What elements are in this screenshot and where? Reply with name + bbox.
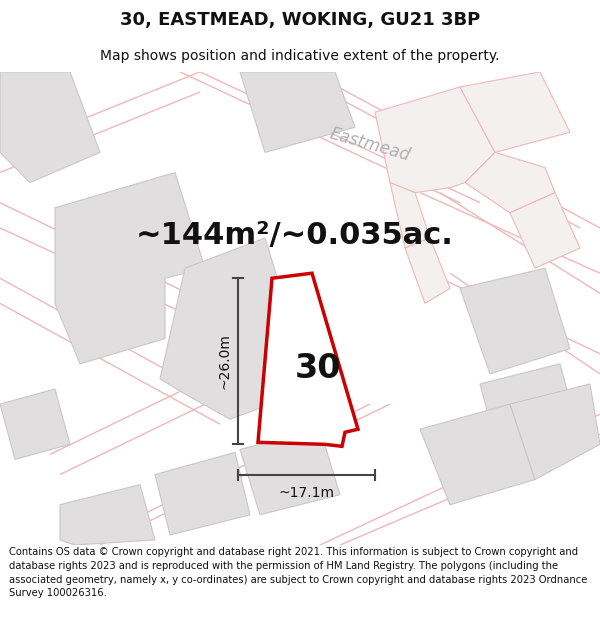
Polygon shape <box>465 152 555 213</box>
Polygon shape <box>60 484 155 545</box>
Polygon shape <box>405 238 450 303</box>
Polygon shape <box>240 72 355 152</box>
Polygon shape <box>460 268 570 374</box>
Polygon shape <box>480 364 580 459</box>
Polygon shape <box>160 238 310 419</box>
Polygon shape <box>155 452 250 535</box>
Polygon shape <box>0 72 100 182</box>
Polygon shape <box>510 384 600 479</box>
Polygon shape <box>460 72 570 152</box>
Polygon shape <box>420 404 535 505</box>
Text: 30: 30 <box>295 352 341 386</box>
Text: ~17.1m: ~17.1m <box>278 486 335 499</box>
Text: ~144m²/~0.035ac.: ~144m²/~0.035ac. <box>136 221 454 251</box>
Polygon shape <box>258 273 358 446</box>
Polygon shape <box>55 173 205 364</box>
Polygon shape <box>240 429 340 515</box>
Polygon shape <box>510 192 580 268</box>
Polygon shape <box>390 182 430 248</box>
Polygon shape <box>375 87 495 192</box>
Text: Map shows position and indicative extent of the property.: Map shows position and indicative extent… <box>100 49 500 63</box>
Polygon shape <box>0 389 70 459</box>
Text: ~26.0m: ~26.0m <box>217 333 231 389</box>
Text: Contains OS data © Crown copyright and database right 2021. This information is : Contains OS data © Crown copyright and d… <box>9 548 587 598</box>
Text: 30, EASTMEAD, WOKING, GU21 3BP: 30, EASTMEAD, WOKING, GU21 3BP <box>120 11 480 29</box>
Text: Eastmead: Eastmead <box>328 124 412 164</box>
